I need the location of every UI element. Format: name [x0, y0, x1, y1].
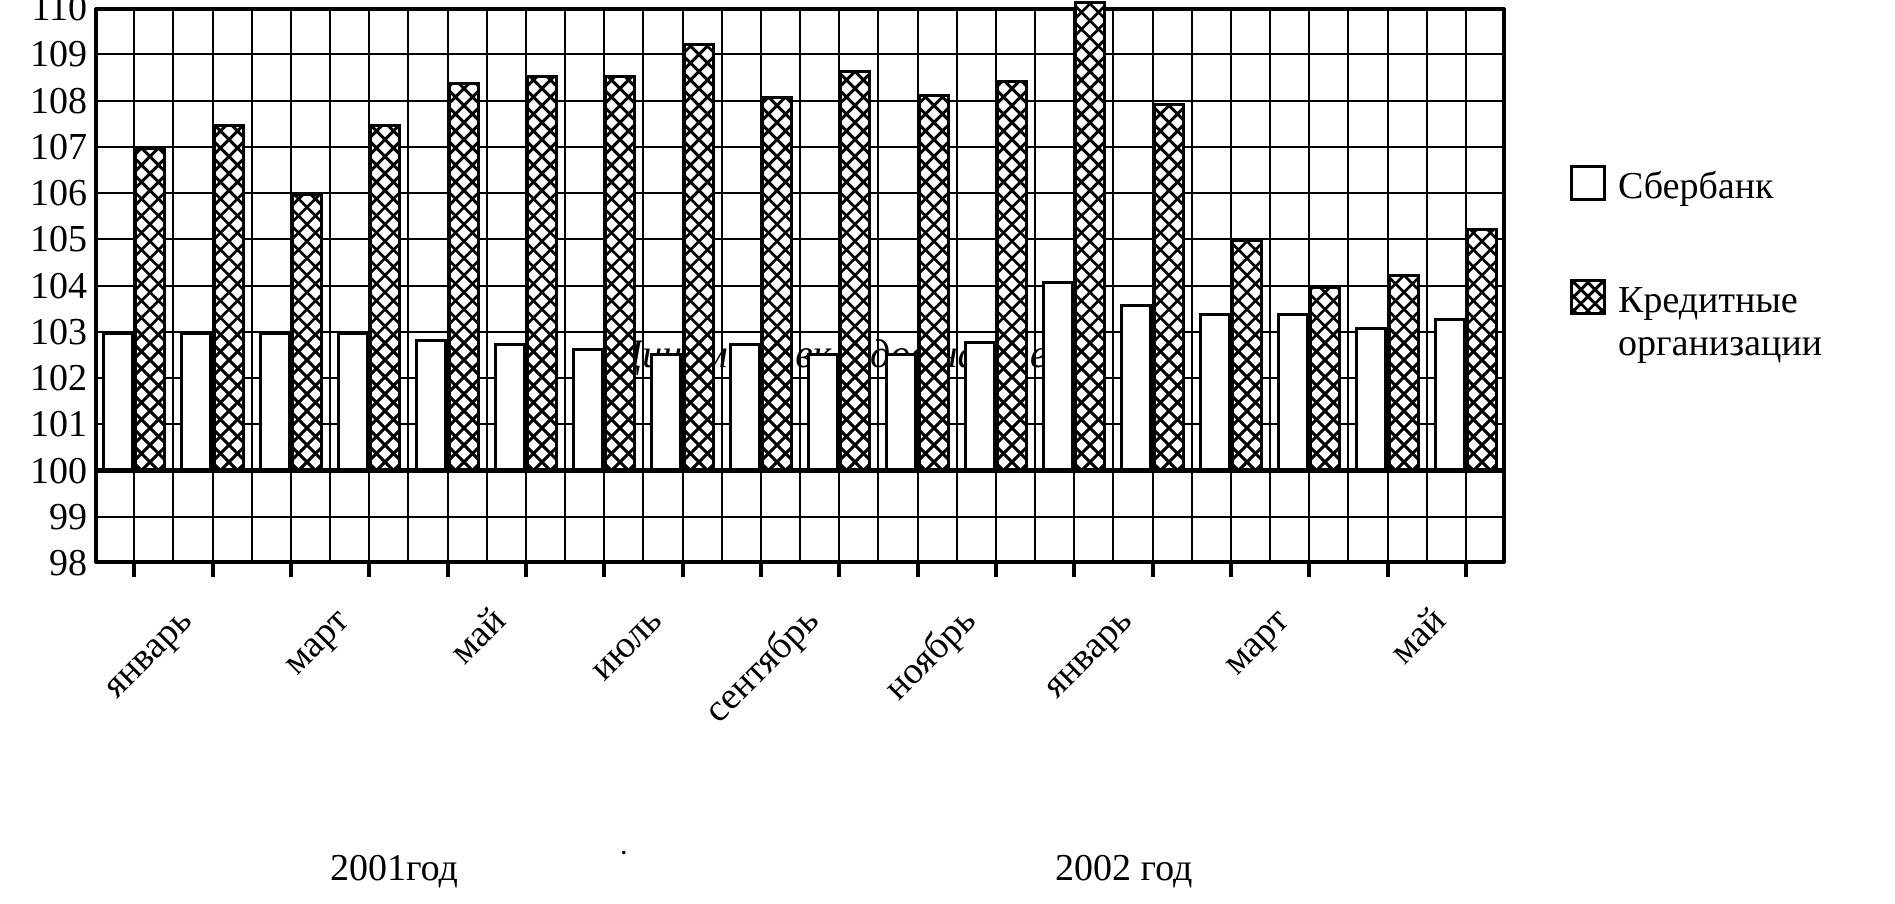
bar-hollow: [415, 339, 447, 471]
bar-patterned: [448, 82, 480, 471]
xtick-label: январь: [997, 563, 1140, 706]
bar-hollow: [885, 353, 917, 471]
ytick-label: 98: [49, 541, 95, 585]
ytick-label: 102: [30, 356, 95, 400]
bar-patterned: [918, 94, 950, 471]
bar-patterned: [996, 80, 1028, 471]
xtick-mark: [1151, 563, 1155, 577]
bar-hollow: [1199, 313, 1231, 470]
legend-swatch-patterned: [1570, 279, 1606, 315]
bar-hollow: [494, 343, 526, 470]
bar-patterned: [1074, 1, 1106, 470]
legend-label: Кредитныеорганизации: [1618, 279, 1822, 366]
bar-patterned: [1153, 103, 1185, 471]
bar-hollow: [1355, 327, 1387, 470]
xtick-mark: [1464, 563, 1468, 577]
plot-area: Динамика вкладов населения98991001011021…: [95, 8, 1505, 563]
bar-patterned: [683, 43, 715, 471]
bar-patterned: [526, 75, 558, 470]
bar-patterned: [369, 124, 401, 471]
stray-dot: .: [620, 828, 628, 862]
bar-hollow: [729, 343, 761, 470]
bar-hollow: [964, 341, 996, 471]
xtick-mark: [837, 563, 841, 577]
year-label-2002: 2002 год: [1055, 846, 1192, 890]
xtick-mark: [367, 563, 371, 577]
xtick-mark: [1307, 563, 1311, 577]
bar-hollow: [1277, 313, 1309, 470]
ytick-label: 107: [30, 125, 95, 169]
xtick-label: сентябрь: [659, 563, 827, 731]
bar-hollow: [1434, 318, 1466, 471]
bar-patterned: [1388, 274, 1420, 471]
ytick-label: 100: [30, 449, 95, 493]
legend-item: Сбербанк: [1570, 165, 1822, 209]
bar-patterned: [1309, 286, 1341, 471]
bar-patterned: [291, 193, 323, 471]
xtick-mark: [524, 563, 528, 577]
year-label-2001: 2001год: [330, 846, 458, 890]
ytick-label: 99: [49, 495, 95, 539]
xtick-label: март: [237, 563, 357, 683]
ytick-label: 109: [30, 32, 95, 76]
ytick-label: 104: [30, 264, 95, 308]
legend-label: Сбербанк: [1618, 165, 1774, 209]
bar-hollow: [807, 353, 839, 471]
chart-container: Динамика вкладов населения98991001011021…: [0, 0, 1895, 904]
bar-patterned: [134, 147, 166, 471]
bar-hollow: [337, 332, 369, 471]
bar-patterned: [1466, 228, 1498, 471]
bar-hollow: [180, 332, 212, 471]
bar-patterned: [604, 75, 636, 470]
xtick-mark: [211, 563, 215, 577]
xtick-label: март: [1177, 563, 1297, 683]
xtick-label: май: [404, 563, 514, 673]
bar-hollow: [102, 332, 134, 471]
bar-patterned: [839, 70, 871, 470]
ytick-label: 106: [30, 171, 95, 215]
legend: Сбербанк Кредитныеорганизации: [1570, 165, 1822, 436]
xtick-mark: [681, 563, 685, 577]
xtick-label: июль: [545, 563, 671, 689]
bar-hollow: [1042, 281, 1074, 471]
bar-hollow: [650, 353, 682, 471]
ytick-label: 105: [30, 217, 95, 261]
xtick-label: ноябрь: [838, 563, 983, 708]
bar-patterned: [761, 96, 793, 471]
ytick-label: 101: [30, 402, 95, 446]
xtick-mark: [994, 563, 998, 577]
legend-swatch-hollow: [1570, 165, 1606, 201]
bar-hollow: [1120, 304, 1152, 471]
xtick-label: май: [1344, 563, 1454, 673]
bar-hollow: [259, 332, 291, 471]
bar-patterned: [1231, 239, 1263, 470]
ytick-label: 110: [31, 0, 95, 30]
bar-patterned: [213, 124, 245, 471]
ytick-label: 108: [30, 79, 95, 123]
bar-hollow: [572, 348, 604, 471]
ytick-label: 103: [30, 310, 95, 354]
legend-item: Кредитныеорганизации: [1570, 279, 1822, 366]
